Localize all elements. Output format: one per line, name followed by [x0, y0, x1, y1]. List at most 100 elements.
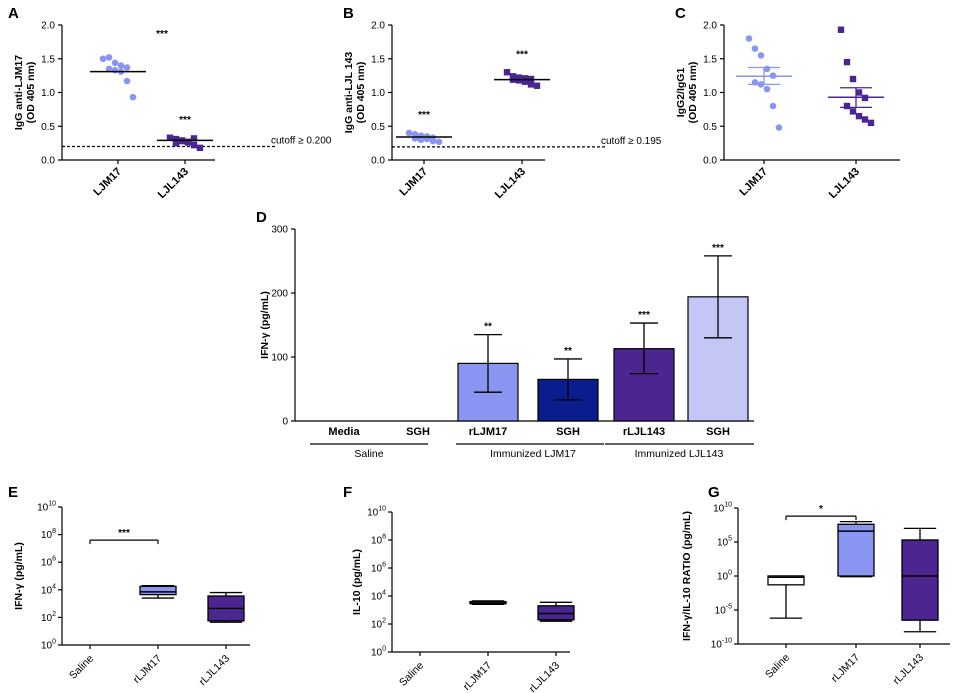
data-point-a-ljl143	[196, 144, 204, 152]
y-tick-label-d: 300	[271, 225, 288, 236]
data-point-c-ljl143	[843, 58, 851, 66]
y-tick-label-e: 100	[41, 639, 56, 652]
y-axis-label-a-line: (OD 405 nm)	[25, 62, 37, 124]
y-tick-label-a: 0.5	[41, 122, 55, 133]
data-point-c-ljm17	[769, 102, 777, 110]
data-point-c-ljm17	[763, 85, 771, 93]
box-g-rljm17	[837, 523, 875, 577]
y-tick-label-a: 2.0	[41, 21, 55, 32]
x-tick-label-d: rLJM17	[469, 426, 508, 438]
y-tick-label-e: 1010	[37, 501, 56, 514]
data-point-a-ljm17	[123, 64, 131, 71]
y-tick-label-d: 100	[271, 353, 288, 364]
significance-d: **	[564, 346, 572, 357]
tick-exponent: 10	[378, 506, 386, 513]
x-tick-label-e: Saline	[67, 653, 96, 682]
x-tick-label-e: rLJL143	[197, 653, 232, 688]
y-tick-label-d: 0	[282, 417, 288, 428]
data-point-c-ljm17	[757, 52, 765, 59]
data-point-b-ljm17	[405, 129, 413, 137]
data-point-c-ljl143	[837, 26, 845, 33]
tick-exponent: 10	[724, 502, 732, 509]
box-e-rljm17	[139, 585, 177, 596]
y-tick-label-f: 106	[371, 562, 386, 575]
tick-exponent: 0	[382, 646, 386, 653]
y-tick-label-d: 200	[271, 289, 288, 300]
y-tick-label-g: 10-10	[711, 638, 732, 651]
tick-exponent: 5	[728, 536, 732, 543]
y-tick-label-c: 2.0	[703, 21, 717, 32]
x-tick-label-d: Media	[328, 426, 360, 438]
tick-exponent: -10	[722, 638, 732, 645]
data-point-a-ljm17	[117, 62, 125, 69]
y-axis-label-c-line: IgG2/IgG1	[675, 68, 687, 118]
y-tick-label-f: 100	[371, 646, 386, 659]
tick-base: 10	[711, 640, 723, 651]
data-point-a-ljm17	[111, 59, 119, 67]
data-point-b-ljl143	[533, 82, 541, 89]
x-tick-label-a: LJM17	[91, 166, 124, 199]
y-tick-label-f: 104	[371, 590, 386, 603]
y-tick-label-c: 0.0	[703, 156, 717, 167]
y-tick-label-b: 1.0	[371, 88, 385, 99]
tick-base: 10	[41, 613, 53, 624]
y-axis-label-g: IFN-γ/IL-10 RATIO (pg/mL)	[681, 511, 693, 641]
data-point-b-ljm17	[417, 136, 425, 144]
data-point-a-ljl143	[166, 134, 174, 141]
data-point-c-ljl143	[855, 89, 863, 96]
significance-d: ***	[638, 310, 650, 321]
tick-base: 10	[371, 648, 383, 659]
tick-base: 10	[371, 620, 383, 631]
data-point-a-ljm17	[129, 93, 137, 101]
x-tick-label-d: rLJL143	[623, 426, 665, 438]
x-tick-label-d: SGH	[556, 426, 580, 438]
box-g-rljl143	[901, 539, 939, 621]
data-point-a-ljm17	[111, 66, 119, 74]
data-point-b-ljl143	[503, 69, 511, 76]
y-tick-label-e: 106	[41, 556, 56, 569]
data-point-b-ljm17	[429, 137, 437, 145]
data-point-c-ljl143	[861, 116, 869, 123]
data-point-a-ljl143	[184, 139, 192, 146]
cutoff-label-b: cutoff ≥ 0.195	[601, 136, 662, 147]
tick-exponent: 0	[52, 639, 56, 646]
group-label-d: Immunized LJM17	[490, 448, 576, 460]
tick-base: 10	[41, 641, 53, 652]
data-point-b-ljm17	[435, 138, 443, 146]
significance-d: **	[484, 322, 492, 333]
y-axis-label-b: IgG anti-LJL 143(OD 405 nm)	[343, 52, 367, 134]
x-tick-label-b: LJL143	[493, 166, 528, 201]
tick-exponent: 4	[382, 590, 386, 597]
data-point-c-ljl143	[867, 119, 875, 127]
box-g-saline	[767, 575, 805, 586]
data-point-c-ljm17	[775, 124, 783, 131]
y-tick-label-c: 1.0	[703, 88, 717, 99]
data-point-c-ljl143	[849, 75, 857, 83]
y-tick-label-b: 1.5	[371, 54, 385, 65]
data-point-a-ljl143	[172, 139, 180, 147]
data-point-a-ljm17	[105, 65, 113, 73]
significance-b: ***	[516, 49, 528, 60]
tick-exponent: -5	[726, 604, 732, 611]
significance-b: ***	[418, 110, 430, 121]
x-tick-label-f: rLJM17	[461, 660, 494, 693]
tick-exponent: 2	[52, 611, 56, 618]
panel-label-d: D	[256, 209, 267, 226]
y-tick-label-g: 1010	[713, 502, 732, 515]
panel-label-a: A	[8, 5, 19, 22]
tick-exponent: 6	[52, 556, 56, 563]
x-tick-label-c: LJM17	[737, 166, 770, 199]
tick-exponent: 6	[382, 562, 386, 569]
data-point-a-ljl143	[172, 135, 180, 143]
panel-label-c: C	[675, 5, 686, 22]
tick-base: 10	[41, 530, 53, 541]
y-axis-label-d: IFN-γ (pg/mL)	[259, 291, 271, 359]
x-tick-label-e: rLJM17	[131, 653, 164, 686]
panel-label-g: G	[708, 484, 720, 501]
x-tick-label-d: SGH	[706, 426, 730, 438]
tick-exponent: 10	[48, 501, 56, 508]
significance-g: *	[819, 504, 823, 515]
y-tick-label-b: 0.0	[371, 156, 385, 167]
tick-base: 10	[715, 606, 727, 617]
